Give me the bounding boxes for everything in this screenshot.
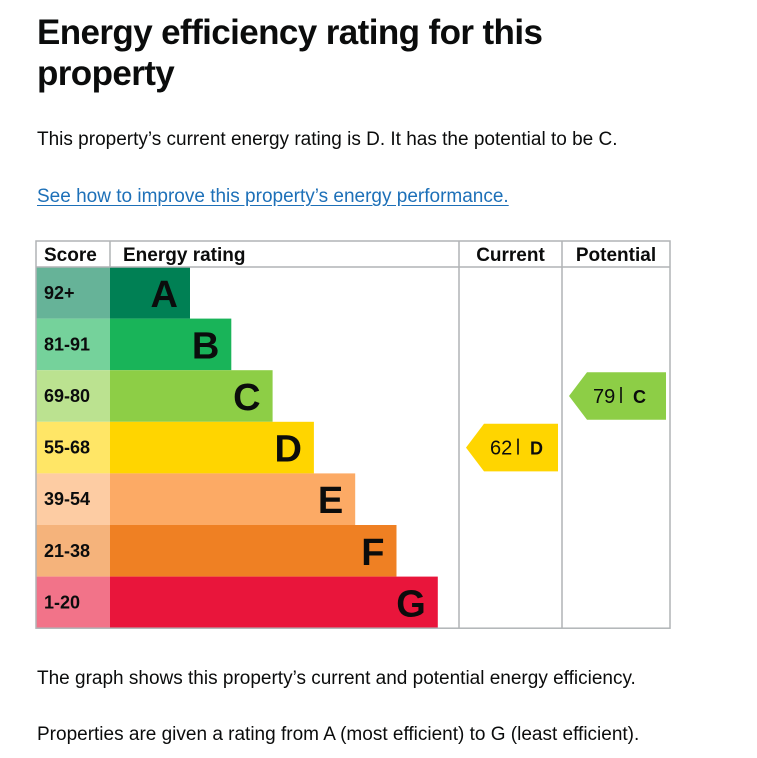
current-rating-arrow-band: D [530,439,543,459]
rating-letter-f: F [361,532,384,574]
score-label-d: 55-68 [44,438,90,458]
score-cell-c [36,370,110,422]
potential-rating-arrow: 79 C [569,372,666,420]
score-cell-d [36,421,110,474]
score-cell-f [36,525,110,577]
score-label-c: 69-80 [44,386,90,406]
chart-grid [35,240,671,629]
rating-letter-c: C [233,377,260,419]
rating-bar-e [110,473,356,525]
score-label-a: 92+ [44,283,75,303]
potential-rating-arrow-value: 79 [593,386,615,408]
rating-bar-b [110,318,232,371]
current-rating-arrow-value: 62 [490,438,512,460]
rating-letter-b: B [192,325,219,367]
rating-bar-a [110,267,190,319]
chart-headers: Score Energy rating Current Potential [44,245,656,266]
rating-bar-g [110,576,438,629]
rating-arrows: 62 D 79 C [466,372,666,472]
page-title: Energy efficiency rating for this proper… [37,13,543,93]
rating-bar-d [110,421,314,474]
graph-description: The graph shows this property’s current … [37,668,636,689]
potential-header: Potential [576,245,656,266]
score-cell-g [36,576,110,629]
score-header: Score [44,245,97,266]
score-cell-e [36,473,110,525]
rating-letter-d: D [274,429,301,471]
current-rating-arrow: 62 D [466,423,558,472]
rating-summary: This property’s current energy rating is… [37,129,618,150]
score-label-b: 81-91 [44,334,90,354]
rating-letter-g: G [396,583,426,625]
improve-performance-link[interactable]: See how to improve this property’s energ… [37,186,509,207]
potential-rating-arrow-band: C [633,387,646,407]
rating-bands: 92+ A 81-91 B 69-80 C 55-68 D 39-54 E 21-38 F 1-20 G [36,267,438,629]
rating-scale-description: Properties are given a rating from A (mo… [37,724,640,745]
potential-rating-arrow-shape [569,372,666,420]
current-header: Current [476,245,545,266]
score-cell-a [36,267,110,319]
rating-letter-e: E [318,480,343,522]
rating-letter-a: A [151,274,178,316]
score-cell-b [36,318,110,371]
score-label-e: 39-54 [44,489,90,509]
score-label-f: 21-38 [44,541,90,561]
chart-border [35,240,671,629]
current-rating-arrow-shape [466,423,558,472]
energy-rating-header: Energy rating [123,245,245,266]
rating-bar-f [110,525,397,577]
score-label-g: 1-20 [44,592,80,612]
rating-bar-c [110,370,273,422]
